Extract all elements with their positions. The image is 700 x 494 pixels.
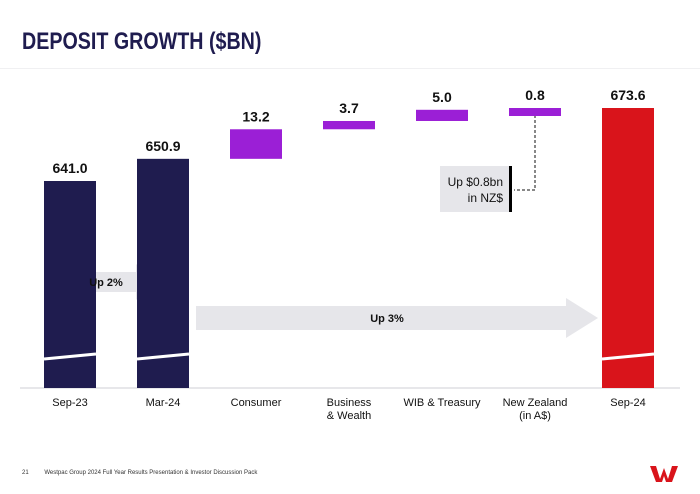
bar-5: [416, 109, 468, 121]
footer-page-number: 21: [22, 470, 29, 476]
data-label: 641.0: [52, 160, 87, 176]
category-label: Business: [327, 397, 372, 409]
data-label: 0.8: [525, 87, 545, 103]
category-label: WIB & Treasury: [403, 397, 481, 409]
footer-text: Westpac Group 2024 Full Year Results Pre…: [44, 470, 258, 476]
nz-callout-box: Up $0.8bn in NZ$: [440, 166, 512, 212]
category-label: Mar-24: [146, 397, 181, 409]
category-label: Consumer: [231, 397, 282, 409]
category-label: Sep-23: [52, 397, 87, 409]
callout-line-2: in NZ$: [467, 191, 503, 205]
bar-4: [323, 120, 375, 130]
category-label: & Wealth: [327, 410, 371, 422]
footer: 21 Westpac Group 2024 Full Year Results …: [22, 470, 257, 476]
growth-arrow-2pct-label: Up 2%: [89, 277, 123, 289]
category-label: (in A$): [519, 410, 551, 422]
growth-arrow-3pct-label: Up 3%: [370, 313, 404, 325]
bar-2: [137, 158, 189, 388]
nz-connector-line: [514, 110, 536, 191]
title-divider: [0, 68, 700, 69]
bar-3: [230, 129, 282, 159]
bar-7: [602, 108, 654, 388]
axis-break-mark: [43, 352, 97, 361]
data-label: 650.9: [145, 138, 180, 154]
data-label: 13.2: [242, 108, 269, 124]
bar-6: [509, 108, 561, 116]
data-label: 5.0: [432, 89, 452, 105]
axis-break-mark: [136, 352, 190, 361]
page-title: DEPOSIT GROWTH ($BN): [22, 28, 262, 55]
axis-break-mark: [601, 352, 655, 361]
category-label: Sep-24: [610, 397, 645, 409]
callout-line-1: Up $0.8bn: [447, 175, 503, 189]
data-label: 673.6: [610, 87, 645, 103]
data-label: 3.7: [339, 100, 359, 116]
westpac-w-logo-icon: [650, 466, 678, 482]
growth-arrow-3pct: [196, 298, 598, 338]
category-label: New Zealand: [503, 397, 568, 409]
